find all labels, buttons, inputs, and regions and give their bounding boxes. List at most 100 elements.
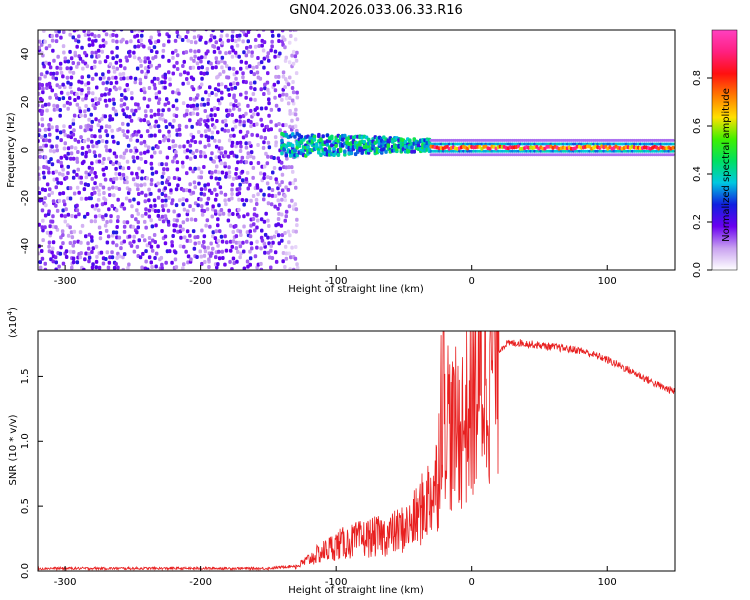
heatmap-cell xyxy=(192,246,197,251)
heatmap-cell xyxy=(273,95,277,100)
snr-x-tick-label: -200 xyxy=(189,577,212,588)
heatmap-cell xyxy=(266,218,270,223)
heatmap-cell xyxy=(40,225,44,230)
heatmap-cell xyxy=(262,164,267,169)
heatmap-cell xyxy=(126,266,130,270)
heatmap-cell xyxy=(38,251,41,256)
heatmap-cell xyxy=(135,171,139,176)
heatmap-cell xyxy=(147,214,152,219)
heatmap-cell xyxy=(206,118,210,123)
heatmap-cell xyxy=(111,185,115,190)
heatmap-cell xyxy=(263,244,267,249)
heatmap-cell xyxy=(228,223,233,228)
heatmap-cell xyxy=(160,181,164,185)
heatmap-cell xyxy=(626,138,630,142)
heatmap-cell xyxy=(44,138,48,143)
heatmap-cell xyxy=(191,190,196,195)
heatmap-cell xyxy=(97,208,101,213)
heatmap-cell xyxy=(86,30,91,35)
heatmap-cell xyxy=(182,244,186,249)
heatmap-cell xyxy=(472,149,476,153)
heatmap-cell xyxy=(189,48,193,53)
heatmap-cell xyxy=(61,74,65,79)
heatmap-cell xyxy=(204,40,208,45)
heatmap-cell xyxy=(181,197,185,202)
heatmap-cell xyxy=(156,39,161,44)
heatmap-cell xyxy=(91,42,95,47)
heatmap-cell xyxy=(40,98,44,103)
heatmap-cell xyxy=(104,228,109,233)
heatmap-cell xyxy=(484,138,488,142)
heatmap-cell xyxy=(143,160,148,164)
heatmap-cell xyxy=(47,81,52,86)
heatmap-cell xyxy=(294,229,298,234)
heatmap-cell xyxy=(569,142,573,146)
heatmap-cell xyxy=(199,82,204,87)
heatmap-cell xyxy=(161,54,165,59)
heatmap-cell xyxy=(103,98,108,103)
heatmap-cell xyxy=(133,30,137,33)
heatmap-cell xyxy=(276,217,281,221)
heatmap-cell xyxy=(213,197,218,202)
heatmap-cell xyxy=(101,261,106,266)
heatmap-cell xyxy=(72,30,77,33)
heatmap-cell xyxy=(235,141,240,145)
heatmap-cell xyxy=(185,171,189,176)
heatmap-cell xyxy=(186,71,190,76)
heatmap-cell xyxy=(58,130,63,135)
heatmap-cell xyxy=(149,191,153,196)
heatmap-cell xyxy=(71,156,76,161)
heatmap-cell xyxy=(156,77,160,81)
heatmap-cell xyxy=(51,71,56,76)
heatmap-cell xyxy=(283,198,287,203)
heatmap-cell xyxy=(170,240,174,245)
heatmap-cell xyxy=(91,186,96,191)
heatmap-cell xyxy=(111,65,116,70)
heatmap-cell xyxy=(205,218,210,223)
heatmap-cell xyxy=(160,80,164,85)
heatmap-cell xyxy=(259,235,264,240)
heatmap-cell xyxy=(203,260,207,264)
heatmap-cell xyxy=(93,214,98,219)
heatmap-cell xyxy=(146,56,150,61)
heatmap-cell xyxy=(277,211,281,216)
heatmap-cell xyxy=(584,153,587,157)
heatmap-cell xyxy=(332,146,336,151)
heatmap-cell xyxy=(614,138,618,142)
heatmap-cell xyxy=(82,187,87,192)
heatmap-cell xyxy=(251,165,256,170)
heatmap-cell xyxy=(81,66,85,71)
heatmap-cell xyxy=(174,98,179,103)
heatmap-cell xyxy=(83,214,87,219)
heatmap-cell xyxy=(290,165,294,170)
heatmap-cell xyxy=(294,71,299,76)
heatmap-cell xyxy=(142,139,147,144)
heatmap-cell xyxy=(255,202,259,206)
heatmap-cell xyxy=(293,256,298,261)
heatmap-cell xyxy=(238,114,243,119)
heatmap-cell xyxy=(43,155,48,160)
heatmap-cell xyxy=(154,92,159,96)
heatmap-cell xyxy=(117,254,122,259)
heatmap-cell xyxy=(97,265,102,270)
heatmap-cell xyxy=(139,156,143,161)
heatmap-cell xyxy=(153,203,157,208)
heatmap-cell xyxy=(163,75,168,80)
heatmap-cell xyxy=(197,166,201,171)
heatmap-cell xyxy=(126,129,130,134)
heatmap-cell xyxy=(214,176,218,181)
heatmap-cell xyxy=(127,187,132,192)
heatmap-cell xyxy=(139,141,143,146)
heatmap-cell xyxy=(51,199,56,204)
heatmap-cell xyxy=(245,170,250,175)
heatmap-cell xyxy=(230,182,235,187)
heatmap-cell xyxy=(262,40,267,45)
heatmap-cell xyxy=(167,133,171,138)
heatmap-cell xyxy=(167,182,172,187)
heatmap-cell xyxy=(149,244,154,249)
heatmap-cell xyxy=(249,150,254,155)
heatmap-cell xyxy=(237,214,241,219)
heatmap-cell xyxy=(52,149,56,154)
heatmap-cell xyxy=(68,186,73,191)
heatmap-cell xyxy=(252,207,257,211)
